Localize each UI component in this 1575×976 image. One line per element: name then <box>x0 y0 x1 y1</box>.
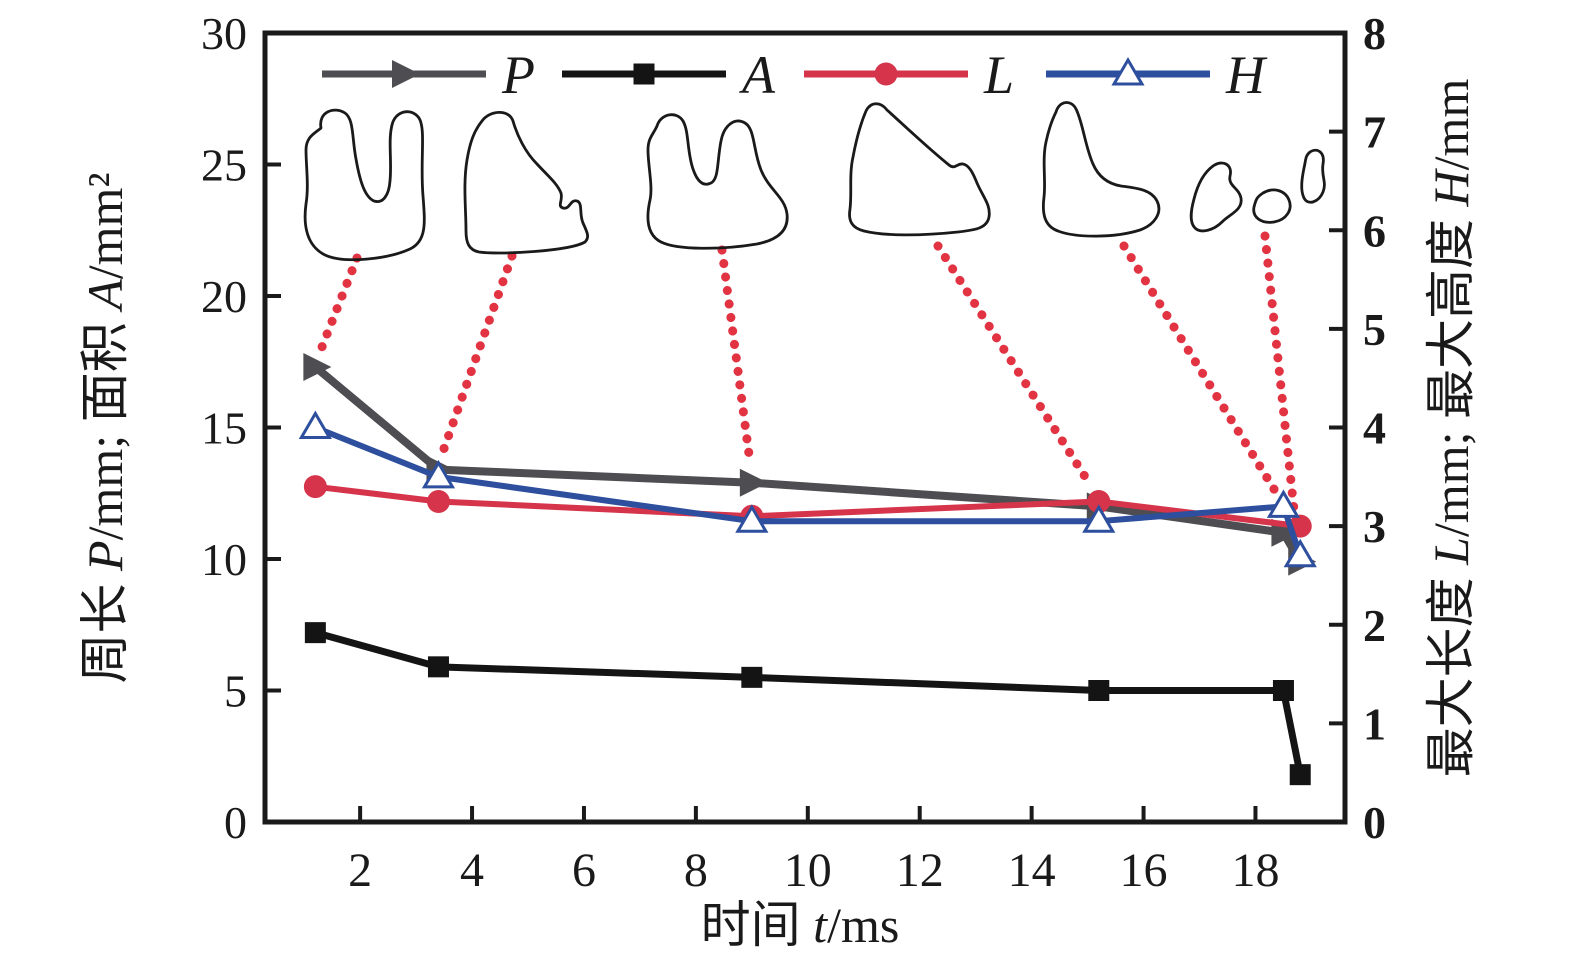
series-P <box>303 353 1317 576</box>
data-point-marker-H <box>1082 504 1116 533</box>
x-tick-label: 14 <box>1008 844 1056 897</box>
right-tick-label: 5 <box>1363 304 1386 355</box>
data-point-marker-H <box>298 410 332 439</box>
connector-dotted-line <box>717 245 755 467</box>
data-point-marker-H <box>1266 489 1301 518</box>
blob-connectors <box>315 231 1299 515</box>
connector-dotted-line <box>933 241 1096 491</box>
left-tick-label: 0 <box>224 797 247 848</box>
legend-label-L: L <box>983 45 1014 105</box>
x-tick-label: 10 <box>784 844 832 897</box>
x-tick-label: 6 <box>572 844 596 897</box>
right-tick-label: 7 <box>1363 107 1386 158</box>
right-tick-label: 0 <box>1363 797 1386 848</box>
legend-marker-P <box>392 60 420 88</box>
data-point-marker-A <box>304 622 326 644</box>
connector-dotted-line <box>1260 231 1299 515</box>
plot-frame <box>262 30 1348 825</box>
connector-dotted-line <box>1119 241 1282 499</box>
data-point-marker-P <box>303 353 332 382</box>
particle-outline-t4 <box>848 102 991 237</box>
right-tick-label: 8 <box>1363 8 1386 59</box>
x-axis-title: 时间 t/ms <box>701 897 900 953</box>
particle-outline-t2 <box>463 110 590 255</box>
data-point-marker-P <box>739 468 768 497</box>
particle-outline-t1 <box>303 108 426 262</box>
particle-fragment-c <box>1300 148 1326 204</box>
series-A <box>304 622 1311 786</box>
legend-marker-H <box>1111 57 1145 86</box>
data-point-marker-L <box>426 489 450 513</box>
particle-fragment-b <box>1252 188 1292 224</box>
x-tick-label: 18 <box>1231 844 1279 897</box>
right-tick-label: 1 <box>1363 698 1386 749</box>
x-tick-label: 2 <box>348 844 372 897</box>
particle-outlines <box>303 101 1326 262</box>
right-tick-label: 6 <box>1363 205 1386 256</box>
legend-item-A: A <box>562 45 776 105</box>
series-line-A <box>311 629 1304 779</box>
data-point-marker-A <box>1088 680 1110 701</box>
particle-fragment-a <box>1189 161 1243 233</box>
data-point-marker-A <box>741 666 763 688</box>
connector-dotted-line <box>435 251 517 465</box>
legend-label-A: A <box>739 45 776 105</box>
series-line-H <box>312 424 1304 559</box>
connector-dotted-line <box>315 253 362 357</box>
left-tick-label: 10 <box>201 534 247 585</box>
series-H <box>298 410 1317 568</box>
right-axis-title: 最大长度 L/mm; 最大高度 H/mm <box>1423 79 1479 778</box>
x-tick-label: 4 <box>460 844 484 897</box>
left-axis-title: 周长 P/mm; 面积 A/mm² <box>77 173 133 684</box>
particle-outline-t3 <box>646 113 789 250</box>
legend-label-H: H <box>1225 45 1268 105</box>
right-tick-label: 2 <box>1363 600 1386 651</box>
data-point-marker-A <box>1272 680 1294 701</box>
left-tick-label: 20 <box>201 271 247 322</box>
left-tick-label: 25 <box>201 140 247 191</box>
data-point-marker-A <box>427 656 449 678</box>
left-tick-label: 30 <box>201 8 247 59</box>
data-point-marker-H <box>421 459 456 489</box>
right-tick-label: 4 <box>1363 403 1386 454</box>
right-tick-label: 3 <box>1363 501 1386 552</box>
legend-label-P: P <box>501 45 535 105</box>
left-tick-label: 15 <box>201 403 247 454</box>
legend-marker-L <box>874 62 898 86</box>
x-tick-label: 12 <box>896 844 944 897</box>
legend-item-H: H <box>1046 45 1268 105</box>
data-point-marker-A <box>1289 764 1311 786</box>
x-tick-label: 8 <box>684 844 708 897</box>
data-point-marker-H <box>1283 538 1317 568</box>
legend-item-P: P <box>322 45 535 105</box>
x-tick-label: 16 <box>1120 844 1168 897</box>
data-point-marker-L <box>303 475 327 499</box>
left-tick-label: 5 <box>224 666 247 717</box>
data-point-marker-L <box>1087 489 1111 513</box>
legend-item-L: L <box>804 45 1014 105</box>
legend-marker-A <box>633 63 655 85</box>
particle-outline-t5 <box>1041 101 1161 238</box>
data-point-marker-H <box>735 504 769 533</box>
